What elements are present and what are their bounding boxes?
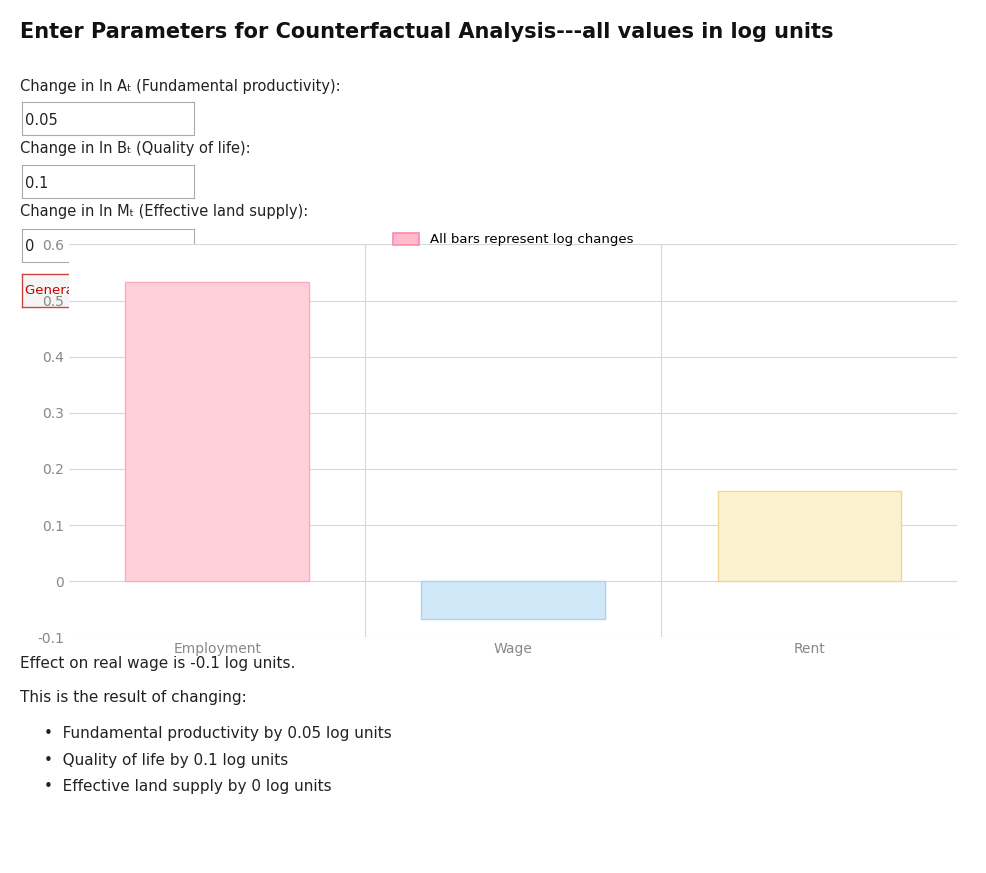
Text: Effect on real wage is -0.1 log units.: Effect on real wage is -0.1 log units. xyxy=(20,656,295,671)
Text: Change in ln Bₜ (Quality of life):: Change in ln Bₜ (Quality of life): xyxy=(20,141,250,156)
Text: Enter Parameters for Counterfactual Analysis---all values in log units: Enter Parameters for Counterfactual Anal… xyxy=(20,22,832,42)
Text: Change in ln Aₜ (Fundamental productivity):: Change in ln Aₜ (Fundamental productivit… xyxy=(20,79,340,93)
Text: •  Quality of life by 0.1 log units: • Quality of life by 0.1 log units xyxy=(44,753,288,767)
Text: 0.05: 0.05 xyxy=(25,113,58,127)
Text: Generate Graph: Generate Graph xyxy=(25,285,132,297)
Bar xyxy=(717,491,900,581)
Bar xyxy=(125,282,309,581)
Legend: All bars represent log changes: All bars represent log changes xyxy=(387,228,638,251)
Text: •  Fundamental productivity by 0.05 log units: • Fundamental productivity by 0.05 log u… xyxy=(44,726,391,741)
Text: Change in ln Mₜ (Effective land supply):: Change in ln Mₜ (Effective land supply): xyxy=(20,204,308,219)
Text: 0.1: 0.1 xyxy=(25,175,48,190)
Text: 0: 0 xyxy=(25,239,35,254)
Bar xyxy=(421,581,604,619)
Text: This is the result of changing:: This is the result of changing: xyxy=(20,690,246,705)
Text: •  Effective land supply by 0 log units: • Effective land supply by 0 log units xyxy=(44,779,331,794)
